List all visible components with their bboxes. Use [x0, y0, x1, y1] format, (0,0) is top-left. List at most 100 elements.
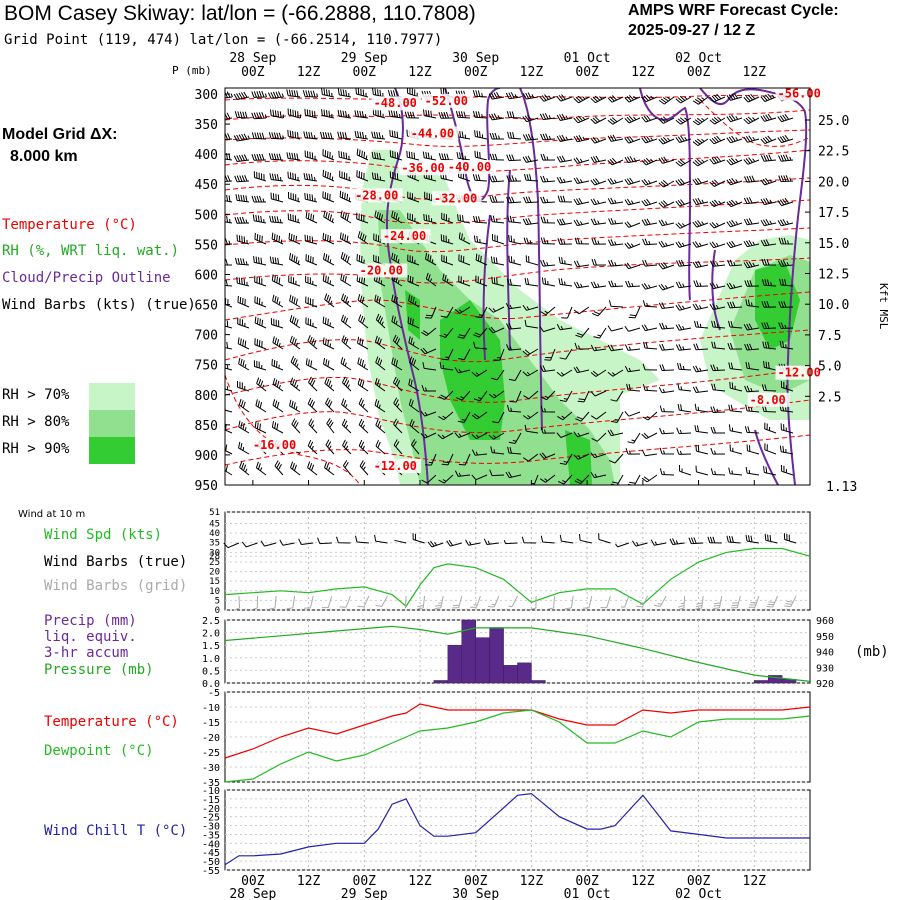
wind-barb	[744, 280, 760, 287]
wind-barb	[692, 260, 709, 268]
wind-barb	[305, 211, 318, 224]
wind-barb	[624, 410, 641, 417]
wind-barb	[456, 390, 471, 401]
wind-barb	[624, 155, 641, 164]
height-tick: 25.0	[818, 114, 849, 129]
wind-barb	[710, 364, 726, 372]
wind-barb	[607, 157, 624, 166]
wind-barb	[307, 439, 318, 455]
time-tick-top: 00Z	[575, 65, 599, 80]
wind-barb	[471, 432, 488, 440]
wind-barb	[268, 595, 277, 610]
wind-barb	[692, 197, 709, 206]
wind-barb	[441, 453, 454, 466]
wind-barb	[303, 173, 318, 182]
wind-speed-tick: 28	[209, 552, 220, 562]
wind-barb	[641, 432, 658, 440]
wind-chill-label: Wind Chill T (°C)	[44, 823, 188, 839]
temp-contour-label: -12.00	[778, 366, 821, 380]
wind-barb	[709, 156, 726, 165]
time-tick-top: 00Z	[464, 65, 488, 80]
wind-barb	[326, 418, 335, 434]
wind-barb	[659, 405, 675, 413]
wind-barb	[438, 111, 454, 119]
time-tick-bottom: 00Z	[464, 874, 488, 889]
wind-barb	[764, 533, 778, 544]
wind-barb	[225, 91, 233, 99]
wind-barb	[676, 259, 692, 267]
pressure-tick: 650	[195, 299, 218, 314]
wind-barb	[225, 194, 233, 203]
wind-barb	[525, 255, 539, 266]
height-tick: 15.0	[818, 237, 849, 252]
wind-barb	[341, 418, 352, 434]
wind-barb	[590, 178, 607, 186]
wind-barb	[503, 540, 518, 545]
wind-barb	[289, 294, 301, 308]
time-tick-bottom: 12Z	[743, 874, 767, 889]
precip-tick: 1.5	[202, 641, 220, 652]
temp-label-bg	[775, 365, 826, 380]
wind-barb	[642, 384, 658, 392]
precip-bar	[447, 644, 463, 684]
wind-barb	[251, 595, 258, 611]
wind-barb	[425, 272, 437, 287]
wind-barb	[624, 262, 641, 270]
wind-barb	[641, 474, 658, 483]
wind-barb	[489, 175, 505, 183]
wind-barb	[539, 365, 556, 372]
wind-barb	[540, 196, 556, 204]
wind-barb	[559, 453, 573, 465]
wind-barb	[610, 411, 624, 423]
wind-barb	[288, 275, 301, 287]
wind-barb	[488, 91, 505, 100]
wind-barb	[505, 302, 522, 310]
temp-contour-label: -8.00	[750, 393, 786, 407]
wind-barb	[321, 88, 335, 98]
height-tick: 5.0	[818, 360, 841, 375]
date-label-bottom: 28 Sep	[229, 887, 276, 900]
wind-barb	[692, 117, 709, 126]
wind-barb	[508, 255, 522, 266]
wind-barb	[439, 327, 454, 338]
wind-barb	[358, 439, 369, 455]
wind-barb	[557, 411, 573, 421]
wind-barb	[325, 397, 335, 413]
wind-barb	[290, 377, 301, 392]
wind-speed-tick: 25	[209, 558, 220, 568]
wind-barb	[727, 301, 743, 309]
wind-barb	[225, 382, 233, 392]
wind-barb	[728, 362, 743, 371]
rh90-region-c	[565, 430, 592, 485]
wind-barb	[574, 237, 590, 245]
wind-barb	[225, 298, 233, 308]
wind-barb	[744, 385, 760, 393]
wind-barb	[375, 356, 386, 371]
wind-barb	[624, 325, 641, 332]
wind-barb	[251, 132, 267, 140]
wind-barb	[291, 418, 301, 434]
time-axis-top: 00Z 12Z 00Z 12Z 00Z 12Z 00Z 12Z 00Z 12Z 28 Sep 29 S…	[229, 51, 766, 485]
wind-barb	[540, 153, 556, 161]
wind-panel-frame	[224, 511, 811, 611]
wind-barb	[709, 179, 726, 187]
wind-barb	[506, 111, 522, 119]
wind-barb	[272, 294, 284, 308]
wind-barb	[271, 274, 284, 287]
wind-barb	[457, 411, 471, 423]
date-label-bottom: 01 Oct	[564, 887, 611, 900]
wind-barb	[472, 174, 488, 182]
wind-barb	[565, 595, 574, 610]
wind-speed-tick: 15	[209, 577, 220, 587]
wind-barb	[354, 110, 369, 119]
wind-barb	[547, 595, 556, 610]
wind-barb	[225, 279, 233, 287]
wind-barb	[764, 443, 777, 455]
wind-barb	[472, 110, 488, 119]
time-tick-top: 12Z	[297, 65, 321, 80]
wind-barb	[777, 259, 794, 267]
wind-barb	[421, 384, 436, 392]
wind-barb	[422, 151, 437, 161]
wind-barb	[337, 109, 352, 119]
wind-barb	[375, 595, 388, 607]
